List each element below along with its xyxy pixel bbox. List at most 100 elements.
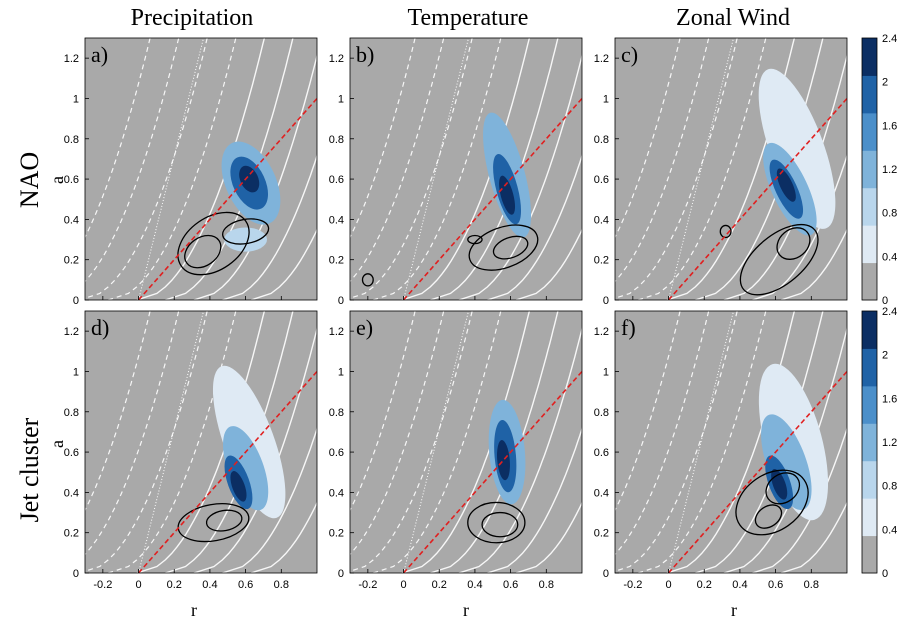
colorbar-segment [862, 150, 877, 189]
y-tick-label: 1 [338, 93, 344, 105]
y-tick-label: 1.2 [594, 53, 609, 65]
panel-c: c) 0 0.2 0.4 0.6 0.8 1 1.2 [594, 37, 848, 307]
dotted-curve [138, 311, 204, 573]
reference-curve [350, 311, 445, 556]
contour-line [719, 224, 732, 239]
colorbar-segment [862, 460, 877, 499]
contour-line [361, 273, 374, 287]
y-tick-label: 0.8 [64, 407, 79, 419]
contour-line [205, 509, 243, 532]
y-tick-label: 0 [603, 568, 609, 580]
x-tick-label: -0.2 [93, 579, 112, 591]
contour-line [467, 501, 526, 544]
y-tick-label: 0.4 [64, 487, 79, 499]
colorbar-tick-label: 1.6 [882, 120, 897, 132]
contour-line [754, 504, 783, 529]
panel-background [85, 311, 317, 573]
y-tick-label: 0.2 [594, 528, 609, 540]
reference-curve [752, 153, 847, 300]
dotted-curve [403, 311, 469, 573]
panel-frame [84, 37, 318, 301]
y-tick-label: 0 [338, 295, 344, 307]
reference-curve [85, 311, 180, 556]
y-tick-label: 1 [603, 93, 609, 105]
x-tick-label: 0.4 [732, 579, 747, 591]
reference-curve [193, 53, 317, 300]
colorbar-tick-label: 1.2 [882, 437, 897, 449]
panels-layer: a)00.20.40.60.811.2 b)00.20.40.60.811.2 c)… [64, 37, 848, 591]
colorbar-segment [862, 75, 877, 114]
reference-curve [780, 501, 847, 573]
y-tick-label: 1 [603, 366, 609, 378]
diagonal-reference-line [667, 370, 847, 573]
y-tick-label: 0.8 [329, 134, 344, 146]
colorbar-tick-label: 1.2 [882, 164, 897, 176]
x-tick-label: 0.8 [274, 579, 289, 591]
contour-line [735, 469, 809, 536]
y-tick-label: 1.2 [329, 326, 344, 338]
contour-line [222, 218, 270, 245]
colorbar-segment [862, 311, 877, 349]
y-tick-label: 0.2 [329, 528, 344, 540]
y-tick-label: 0.8 [329, 407, 344, 419]
reference-curve [350, 311, 416, 512]
y-tick-label: 0.6 [329, 447, 344, 459]
reference-curve [222, 153, 317, 300]
reference-curve [85, 311, 151, 512]
column-title-temperature: Temperature [408, 5, 529, 31]
x-tick-label: 0.4 [467, 579, 482, 591]
x-tick-label: -0.2 [623, 579, 642, 591]
reference-curve [108, 311, 237, 573]
x-axis-label-middle: r [463, 600, 469, 620]
reference-curve [780, 228, 847, 300]
panel-background [350, 38, 582, 300]
density-blob [239, 165, 260, 193]
reference-curve [373, 311, 502, 573]
colorbar-tick-label: 0 [882, 295, 888, 307]
panel-frame [614, 37, 848, 301]
reference-curve [752, 426, 847, 573]
reference-curve [638, 38, 767, 300]
reference-curve [250, 501, 317, 573]
column-title-zonal-wind: Zonal Wind [676, 5, 790, 31]
panel-d: d) 0 0.2 0.4 0.6 0.8 1 1.2 -0.2 0 0.2 0.4 0.6 0.8 [64, 310, 318, 591]
reference-curve [487, 153, 582, 300]
panel-b: b) 0 0.2 0.4 0.6 0.8 1 1.2 [329, 37, 583, 307]
panel-frame [349, 310, 583, 574]
density-blob [758, 68, 836, 229]
contour-line [481, 511, 519, 538]
colorbar-top: 0 0.4 0.8 1.2 1.6 2 2.4 [861, 33, 897, 307]
reference-curve [85, 311, 208, 572]
x-tick-label: -0.2 [358, 579, 377, 591]
reference-curve [108, 38, 237, 300]
diagonal-reference-line [667, 97, 847, 300]
y-tick-label: 0.2 [594, 255, 609, 267]
panel-letter: a) [91, 42, 108, 67]
panel-frame [349, 37, 583, 301]
y-tick-label: 0.6 [64, 174, 79, 186]
y-tick-label: 0.6 [594, 174, 609, 186]
y-tick-label: 0.6 [64, 447, 79, 459]
density-blob [224, 227, 268, 252]
panel-background [85, 38, 317, 300]
x-tick-label: 0.8 [804, 579, 819, 591]
y-tick-label: 0.6 [329, 174, 344, 186]
colorbar-segment [862, 262, 877, 301]
reference-curve [615, 38, 681, 239]
contour-line [765, 472, 801, 505]
reference-curve [373, 38, 502, 300]
y-axis-label-bottom: a [47, 440, 67, 448]
x-tick-label: 0 [665, 579, 671, 591]
colorbar-tick-label: 0 [882, 568, 888, 580]
diagonal-reference-line [402, 370, 582, 573]
colorbar-segment [862, 225, 877, 264]
reference-curve [615, 38, 738, 299]
reference-curve [515, 228, 582, 300]
y-tick-label: 0.4 [329, 487, 344, 499]
y-tick-label: 1.2 [64, 326, 79, 338]
reference-curve [638, 311, 767, 573]
y-tick-label: 0.2 [64, 528, 79, 540]
colorbar-tick-label: 2.4 [882, 33, 897, 45]
x-tick-label: 0.6 [503, 579, 518, 591]
y-tick-label: 1 [73, 93, 79, 105]
